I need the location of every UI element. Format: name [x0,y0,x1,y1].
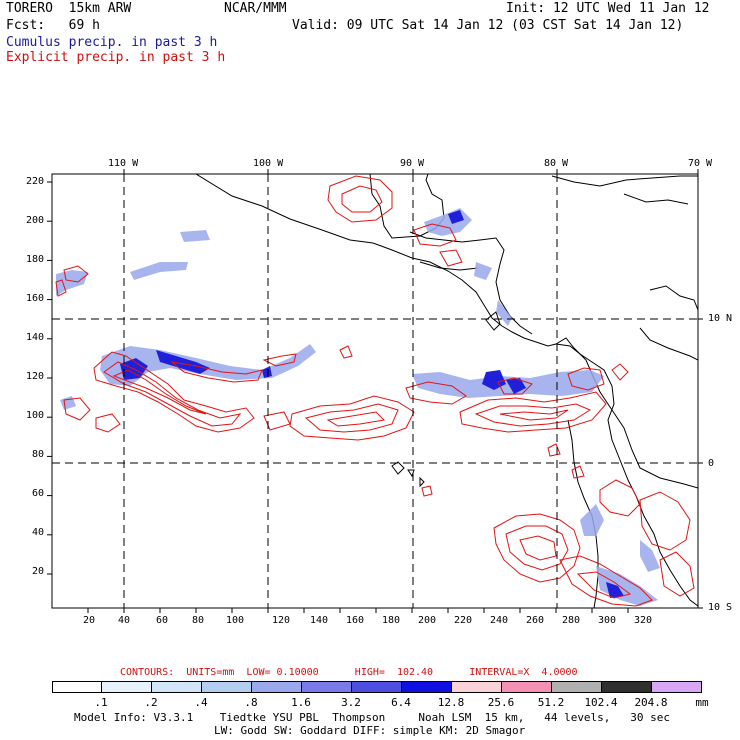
colorbar-label: 102.4 [584,696,618,709]
lon-label: 110 W [108,158,139,169]
x-tick-label: 100 [226,615,245,626]
colorbar-label: 12.8 [437,696,465,709]
x-tick-label: 240 [490,615,509,626]
colorbar-swatch [151,681,202,693]
colorbar-label: .1 [94,696,108,709]
colorbar-label: 25.6 [487,696,515,709]
colorbar-swatch [551,681,602,693]
x-tick-label: 200 [418,615,437,626]
lat-label: 0 [708,458,715,469]
y-tick-label: 160 [26,293,45,304]
colorbar-swatch [101,681,152,693]
init-time: Init: 12 UTC Wed 11 Jan 12 [506,1,710,16]
lat-label: 10 N [708,313,733,324]
colorbar-label: .8 [244,696,258,709]
lon-label: 70 W [688,158,713,169]
model-title: TORERO 15km ARW [6,1,132,16]
x-tick-label: 60 [156,615,169,626]
contours-info: CONTOURS: UNITS=mm LOW= 0.10000 HIGH= 10… [120,667,578,678]
colorbar-label: 204.8 [634,696,668,709]
colorbar-label: .2 [144,696,158,709]
x-tick-label: 260 [526,615,545,626]
y-tick-label: 120 [26,371,45,382]
y-tick-label: 40 [32,527,45,538]
map-frame [51,173,699,609]
x-tick-label: 160 [346,615,365,626]
colorbar-swatch [401,681,452,693]
x-tick-label: 20 [83,615,96,626]
lon-label: 80 W [544,158,569,169]
x-tick-label: 40 [118,615,131,626]
y-tick-label: 60 [32,488,45,499]
colorbar-swatch [601,681,652,693]
forecast-hour: Fcst: 69 h [6,18,100,33]
colorbar-swatch [451,681,502,693]
field-label-cumulus: Cumulus precip. in past 3 h [6,35,218,50]
x-tick-label: 220 [454,615,473,626]
y-tick-label: 220 [26,176,45,187]
lat-label: 10 S [708,602,733,613]
model-info: Model Info: V3.3.1 Tiedtke YSU PBL Thomp… [74,711,671,724]
colorbar-swatch [301,681,352,693]
x-tick-label: 140 [310,615,329,626]
colorbar-label: 3.2 [341,696,361,709]
y-tick-label: 180 [26,254,45,265]
colorbar-swatch [651,681,702,693]
y-tick-label: 20 [32,566,45,577]
axis-ticks [47,169,703,613]
y-tick-label: 100 [26,410,45,421]
lon-label: 90 W [400,158,425,169]
colorbar-label: .4 [194,696,208,709]
lon-label: 100 W [253,158,284,169]
y-tick-label: 200 [26,215,45,226]
x-tick-label: 80 [192,615,205,626]
colorbar-swatch [251,681,302,693]
colorbar-swatch [201,681,252,693]
y-tick-label: 140 [26,332,45,343]
colorbar-swatch [52,681,102,693]
x-tick-label: 300 [598,615,617,626]
colorbar-unit: mm [695,696,709,709]
organization: NCAR/MMM [224,1,287,16]
x-tick-label: 280 [562,615,581,626]
physics-info: LW: Godd SW: Goddard DIFF: simple KM: 2D… [214,724,526,737]
x-tick-label: 320 [634,615,653,626]
colorbar-label: 6.4 [391,696,411,709]
cumulus-precip-shading [56,208,660,606]
colorbar-swatch [351,681,402,693]
x-tick-label: 120 [272,615,291,626]
colorbar-label: 1.6 [291,696,311,709]
lat-lon-grid [52,174,698,608]
x-tick-label: 180 [382,615,401,626]
colorbar-swatch [501,681,552,693]
y-tick-label: 80 [32,449,45,460]
explicit-precip-contours [55,175,695,607]
valid-time: Valid: 09 UTC Sat 14 Jan 12 (03 CST Sat … [292,18,684,33]
field-label-explicit: Explicit precip. in past 3 h [6,50,226,65]
colorbar-label: 51.2 [537,696,565,709]
